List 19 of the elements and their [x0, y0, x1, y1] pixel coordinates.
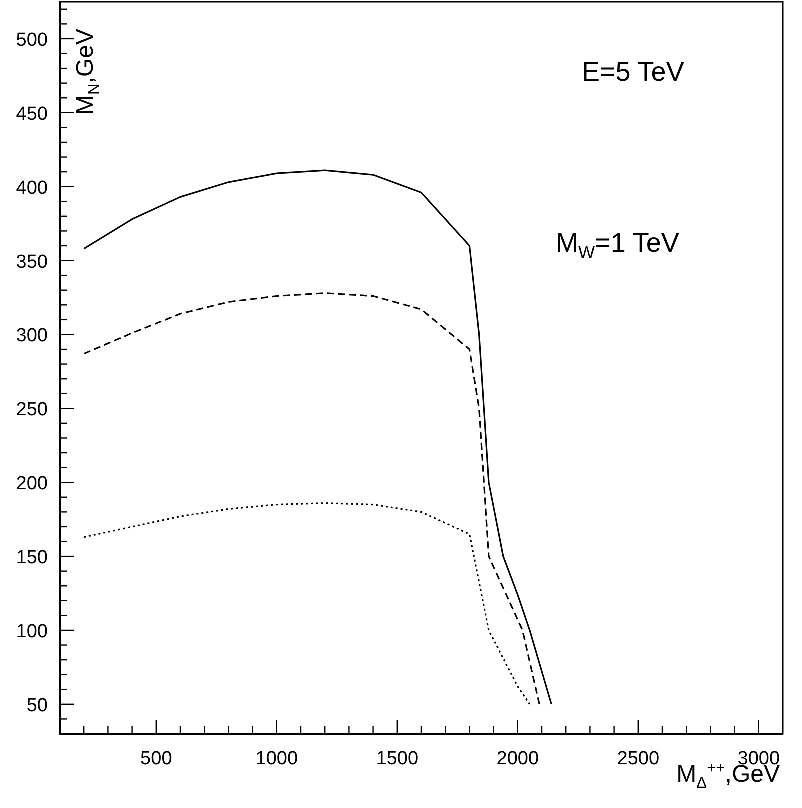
x-tick-label: 2500 [617, 748, 660, 770]
x-tick-label: 1500 [376, 748, 419, 770]
y-tick-label: 250 [16, 400, 48, 421]
y-tick-label: 350 [16, 252, 48, 273]
x-tick-label: 2000 [496, 748, 540, 770]
y-tick-label: 150 [16, 548, 48, 569]
annotation: M$_{W}$=1 TeV [556, 228, 680, 264]
annotation: E=5 TeV [582, 57, 684, 88]
x-tick-label: 1000 [256, 748, 298, 770]
y-tick-label: 500 [16, 30, 48, 51]
y-tick-label: 450 [16, 104, 48, 125]
y-tick-label: 300 [16, 326, 48, 347]
y-tick-label: 50 [26, 695, 48, 716]
y-tick-label: 200 [16, 474, 48, 495]
line-series [83, 292, 540, 706]
y-tick-label: 100 [16, 621, 48, 642]
x-tick-label: 500 [140, 748, 172, 770]
line-series [83, 502, 531, 706]
y-tick-label: 400 [16, 178, 48, 199]
